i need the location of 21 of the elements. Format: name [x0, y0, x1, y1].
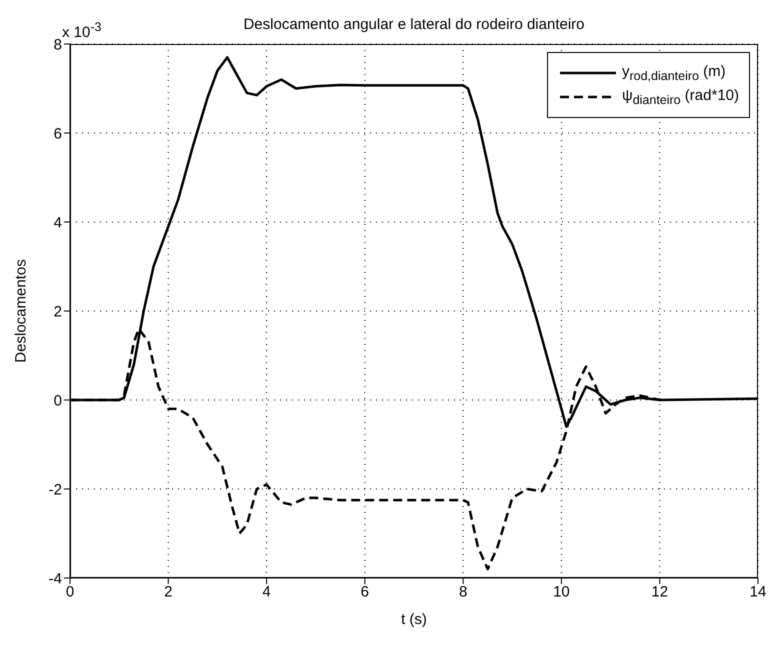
x-tick-label: 14	[750, 584, 766, 601]
y-tick-label: 4	[54, 214, 62, 232]
y-tick-label: 8	[54, 36, 62, 54]
chart-title: Deslocamento angular e lateral do rodeiro dianteiro	[243, 16, 585, 33]
x-tick-label: 0	[66, 584, 74, 601]
x-tick-label: 6	[360, 584, 370, 601]
text: x 10$^{-3}$	[62, 20, 102, 41]
x-axis-title: t (s)	[401, 611, 427, 628]
legend-label: ψ$_{dianteiro}$ (rad*10)	[622, 87, 739, 107]
y-tick-label: 2	[54, 303, 62, 320]
x-tick-label: 10	[553, 584, 570, 601]
x-tick-label: 12	[651, 584, 668, 601]
legend-label: y$_{rod,dianteiro}$ (m)	[622, 63, 726, 83]
y-tick-label: 0	[54, 392, 62, 410]
y-tick-label: 6	[54, 125, 62, 142]
x-tick-label: 4	[262, 584, 271, 601]
x-tick-label: 8	[458, 584, 468, 601]
y-tick-label: -2	[48, 481, 62, 498]
x-tick-label: 2	[164, 584, 172, 601]
y-axis-title: Deslocamentos	[12, 259, 30, 363]
y-tick-label: -4	[48, 570, 62, 588]
